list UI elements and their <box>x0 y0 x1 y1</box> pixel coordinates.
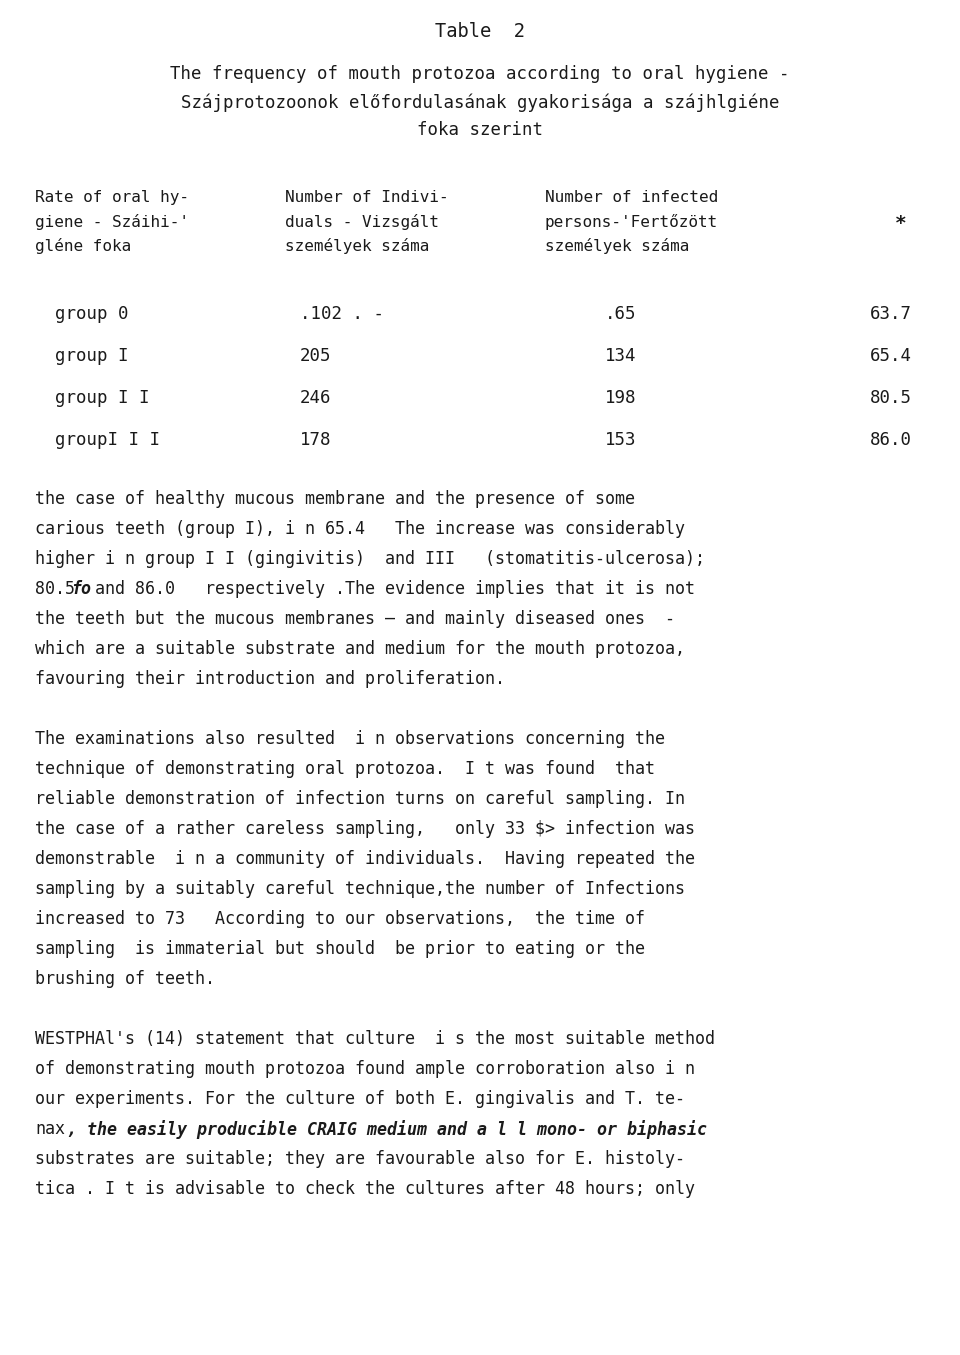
Text: The examinations also resulted  i n observations concerning the: The examinations also resulted i n obser… <box>35 730 665 748</box>
Text: személyek száma: személyek száma <box>285 238 429 253</box>
Text: duals - Vizsgált: duals - Vizsgált <box>285 214 439 230</box>
Text: 178: 178 <box>300 431 331 449</box>
Text: which are a suitable substrate and medium for the mouth protozoa,: which are a suitable substrate and mediu… <box>35 640 685 659</box>
Text: increased to 73   According to our observations,  the time of: increased to 73 According to our observa… <box>35 911 645 928</box>
Text: Table  2: Table 2 <box>435 22 525 41</box>
Text: sampling  is immaterial but should  be prior to eating or the: sampling is immaterial but should be pri… <box>35 940 645 958</box>
Text: 153: 153 <box>605 431 636 449</box>
Text: nax: nax <box>35 1121 65 1138</box>
Text: the case of a rather careless sampling,   only 33 $> infection was: the case of a rather careless sampling, … <box>35 820 695 837</box>
Text: 65.4: 65.4 <box>870 347 912 364</box>
Text: Number of Indivi-: Number of Indivi- <box>285 190 448 205</box>
Text: the case of healthy mucous membrane and the presence of some: the case of healthy mucous membrane and … <box>35 491 635 508</box>
Text: group 0: group 0 <box>55 305 129 322</box>
Text: demonstrable  i n a community of individuals.  Having repeated the: demonstrable i n a community of individu… <box>35 850 695 869</box>
Text: giene - Száihi-': giene - Száihi-' <box>35 214 189 230</box>
Text: Rate of oral hy-: Rate of oral hy- <box>35 190 189 205</box>
Text: technique of demonstrating oral protozoa.  I t was found  that: technique of demonstrating oral protozoa… <box>35 760 655 778</box>
Text: .65: .65 <box>605 305 636 322</box>
Text: 86.0: 86.0 <box>870 431 912 449</box>
Text: 246: 246 <box>300 389 331 406</box>
Text: our experiments. For the culture of both E. gingivalis and T. te-: our experiments. For the culture of both… <box>35 1089 685 1108</box>
Text: .102 . -: .102 . - <box>300 305 384 322</box>
Text: 80.5: 80.5 <box>870 389 912 406</box>
Text: higher i n group I I (gingivitis)  and III   (stomatitis-ulcerosa);: higher i n group I I (gingivitis) and II… <box>35 550 705 568</box>
Text: Szájprotozoonok előfordulasának gyakorisága a szájhlgiéne: Szájprotozoonok előfordulasának gyakoris… <box>180 93 780 111</box>
Text: fo: fo <box>71 580 91 598</box>
Text: The frequency of mouth protozoa according to oral hygiene -: The frequency of mouth protozoa accordin… <box>170 65 790 83</box>
Text: , the easily producible CRAIG medium and a l l mono- or biphasic: , the easily producible CRAIG medium and… <box>57 1121 707 1140</box>
Text: of demonstrating mouth protozoa found ample corroboration also i n: of demonstrating mouth protozoa found am… <box>35 1060 695 1079</box>
Text: 80.5: 80.5 <box>35 580 85 598</box>
Text: and 86.0   respectively .The evidence implies that it is not: and 86.0 respectively .The evidence impl… <box>85 580 695 598</box>
Text: reliable demonstration of infection turns on careful sampling. In: reliable demonstration of infection turn… <box>35 790 685 808</box>
Text: groupI I I: groupI I I <box>55 431 160 449</box>
Text: foka szerint: foka szerint <box>417 121 543 140</box>
Text: sampling by a suitably careful technique,the number of Infections: sampling by a suitably careful technique… <box>35 879 685 898</box>
Text: tica . I t is advisable to check the cultures after 48 hours; only: tica . I t is advisable to check the cul… <box>35 1180 695 1198</box>
Text: the teeth but the mucous membranes — and mainly diseased ones  -: the teeth but the mucous membranes — and… <box>35 610 675 627</box>
Text: favouring their introduction and proliferation.: favouring their introduction and prolife… <box>35 669 505 688</box>
Text: Number of infected: Number of infected <box>545 190 718 205</box>
Text: substrates are suitable; they are favourable also for E. histoly-: substrates are suitable; they are favour… <box>35 1150 685 1168</box>
Text: persons-'Fertőzött: persons-'Fertőzött <box>545 214 718 230</box>
Text: 63.7: 63.7 <box>870 305 912 322</box>
Text: *: * <box>895 214 907 233</box>
Text: brushing of teeth.: brushing of teeth. <box>35 970 215 988</box>
Text: 205: 205 <box>300 347 331 364</box>
Text: 198: 198 <box>605 389 636 406</box>
Text: gléne foka: gléne foka <box>35 238 132 253</box>
Text: carious teeth (group I), i n 65.4   The increase was considerably: carious teeth (group I), i n 65.4 The in… <box>35 520 685 538</box>
Text: group I: group I <box>55 347 129 364</box>
Text: WESTPHAl's (14) statement that culture  i s the most suitable method: WESTPHAl's (14) statement that culture i… <box>35 1030 715 1047</box>
Text: személyek száma: személyek száma <box>545 238 689 253</box>
Text: group I I: group I I <box>55 389 150 406</box>
Text: 134: 134 <box>605 347 636 364</box>
